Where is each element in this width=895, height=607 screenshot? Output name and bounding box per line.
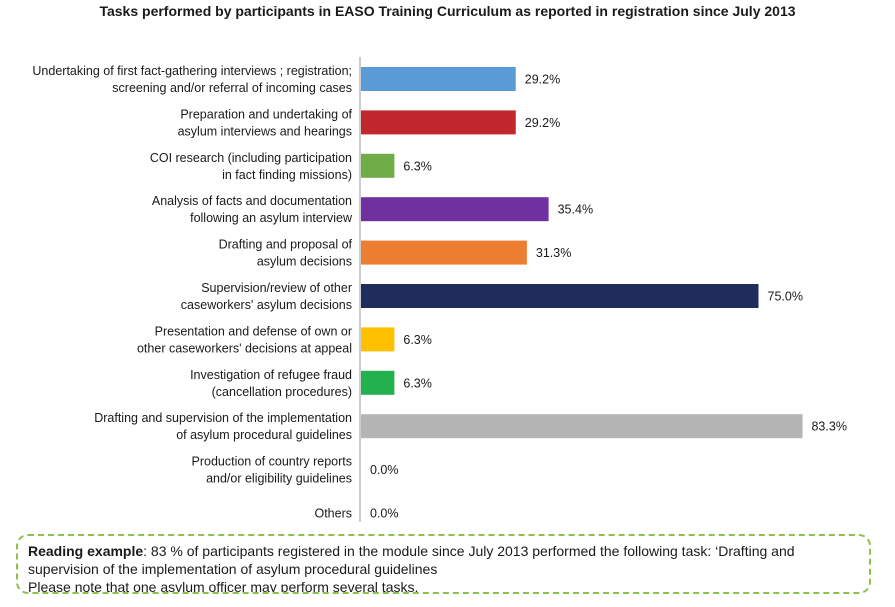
category-label-line: Presentation and defense of own or xyxy=(155,324,352,338)
category-label-line: asylum interviews and hearings xyxy=(178,124,352,138)
category-label-line: Supervision/review of other xyxy=(201,281,352,295)
bar-0 xyxy=(361,67,516,91)
reading-example-body: : 83 % of participants registered in the… xyxy=(28,543,795,577)
category-label-5: Supervision/review of other caseworkers' … xyxy=(181,281,352,312)
chart-title: Tasks performed by participants in EASO … xyxy=(99,3,796,19)
category-label-line: of asylum procedural guidelines xyxy=(176,428,352,442)
category-label-line: asylum decisions xyxy=(257,255,352,269)
bar-chart: 29.2% Undertaking of first fact-gathering… xyxy=(32,57,847,522)
value-label-10: 0.0% xyxy=(370,507,399,521)
category-label-line: Others xyxy=(314,507,352,521)
value-label-8: 83.3% xyxy=(811,420,846,434)
category-label-line: following an asylum interview xyxy=(190,211,353,225)
category-label-line: in fact finding missions) xyxy=(222,168,352,182)
category-label-6: Presentation and defense of own or other … xyxy=(137,324,352,355)
category-label-line: caseworkers' asylum decisions xyxy=(181,298,352,312)
reading-example-box: Reading example: 83 % of participants re… xyxy=(16,534,871,594)
bar-4 xyxy=(361,240,527,265)
category-label-10: Others xyxy=(314,507,352,521)
value-label-3: 35.4% xyxy=(558,203,593,217)
category-label-8: Drafting and supervision of the implemen… xyxy=(94,411,352,442)
category-label-line: Undertaking of first fact-gathering inte… xyxy=(32,64,352,78)
category-label-line: other caseworkers' decisions at appeal xyxy=(137,341,352,355)
value-label-9: 0.0% xyxy=(370,463,399,477)
category-label-7: Investigation of refugee fraud (cancellat… xyxy=(190,368,352,399)
category-label-line: Drafting and proposal of xyxy=(219,238,353,252)
bar-6 xyxy=(361,327,395,352)
category-label-0: Undertaking of first fact-gathering inte… xyxy=(32,64,352,95)
bar-8 xyxy=(361,414,803,439)
category-label-line: Analysis of facts and documentation xyxy=(152,194,352,208)
value-label-6: 6.3% xyxy=(403,333,432,347)
category-label-4: Drafting and proposal of asylum decisions xyxy=(219,238,353,269)
bar-1 xyxy=(361,110,516,135)
bar-5 xyxy=(361,284,759,308)
category-label-line: Production of country reports xyxy=(192,455,353,469)
value-label-4: 31.3% xyxy=(536,246,571,260)
value-label-0: 29.2% xyxy=(525,73,560,87)
category-label-line: and/or eligibility guidelines xyxy=(206,472,352,486)
category-label-9: Production of country reports and/or elig… xyxy=(192,455,353,486)
category-label-line: screening and/or referral of incoming ca… xyxy=(112,81,352,95)
category-label-line: (cancellation procedures) xyxy=(212,385,352,399)
category-label-1: Preparation and undertaking of asylum int… xyxy=(178,107,353,138)
category-label-2: COI research (including participation in … xyxy=(150,151,352,182)
value-label-1: 29.2% xyxy=(525,116,560,130)
category-label-line: Preparation and undertaking of xyxy=(180,107,352,121)
category-label-3: Analysis of facts and documentation follo… xyxy=(152,194,353,225)
value-label-7: 6.3% xyxy=(403,376,432,390)
category-label-line: COI research (including participation xyxy=(150,151,352,165)
value-label-2: 6.3% xyxy=(403,159,432,173)
category-label-line: Investigation of refugee fraud xyxy=(190,368,352,382)
bar-7 xyxy=(361,370,395,395)
reading-example-lead: Reading example xyxy=(28,543,144,559)
category-label-line: Drafting and supervision of the implemen… xyxy=(94,411,352,425)
bar-2 xyxy=(361,153,395,178)
value-label-5: 75.0% xyxy=(768,290,803,304)
reading-example-text: Reading example: 83 % of participants re… xyxy=(28,542,859,578)
reading-example-note: Please note that one asylum officer may … xyxy=(28,579,419,594)
bar-3 xyxy=(361,197,549,222)
